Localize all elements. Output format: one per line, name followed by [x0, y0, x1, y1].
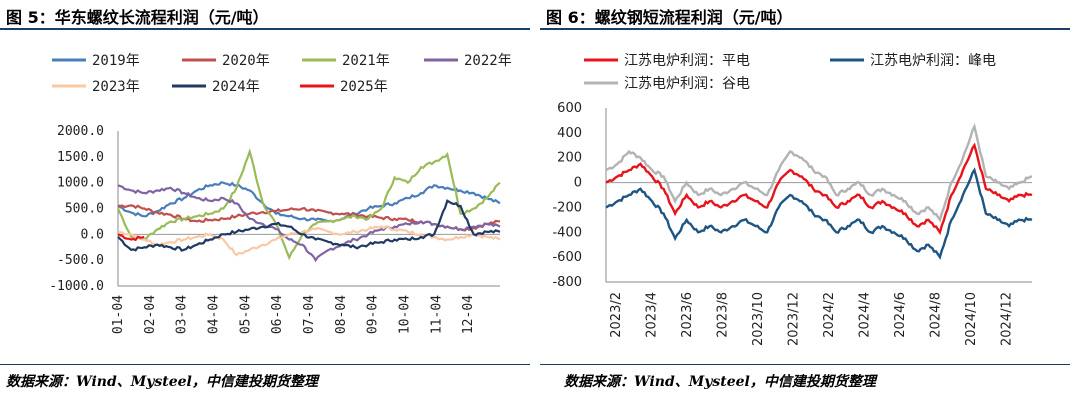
left-chart: 2019年 2020年 2021年 2022年 2023年 2024年 2025年 2000.… [49, 53, 512, 334]
x-tick-label: 2024/10 [964, 292, 979, 346]
x-tick-label: 04-04 [207, 295, 222, 334]
series-line [605, 123, 1033, 223]
x-tick-label: 10-04 [398, 295, 413, 334]
series-line [117, 199, 501, 252]
series-line [605, 142, 1033, 236]
x-tick-label: 2024/2 [822, 292, 837, 338]
x-tick-label: 12-04 [461, 295, 476, 334]
x-tick-label: 08-04 [334, 295, 349, 334]
y-tick-label: 0.0 [81, 227, 104, 242]
x-tick-label: 2024/8 [929, 292, 944, 338]
right-source: 数据来源：Wind、Mysteel，中信建投期货整理 [564, 374, 876, 390]
left-source: 数据来源：Wind、Mysteel，中信建投期货整理 [6, 374, 318, 390]
x-tick-label: 01-04 [111, 295, 126, 334]
legend-label: 2025年 [340, 79, 388, 95]
y-tick-label: -200 [552, 200, 582, 215]
y-tick-label: 1000.0 [57, 176, 104, 191]
legend-label: 江苏电炉利润：平电 [624, 53, 750, 69]
y-tick-label: -800 [552, 275, 582, 290]
x-tick-label: 2023/4 [645, 292, 660, 338]
series-line [117, 181, 501, 224]
x-tick-label: 2024/4 [858, 292, 873, 338]
left-title-rule [0, 28, 530, 30]
y-tick-label: 500.0 [65, 202, 104, 217]
y-tick-label: 400 [557, 126, 582, 141]
legend-label: 2020年 [222, 53, 270, 69]
left-bottom-rule [0, 364, 530, 365]
left-figure-title: 图 5：华东螺纹长流程利润（元/吨） [6, 8, 269, 27]
legend-label: 江苏电炉利润：谷电 [624, 76, 750, 92]
series-line [117, 233, 145, 242]
right-title-rule [540, 28, 1070, 30]
right-panel: 图 6：螺纹钢短流程利润（元/吨） 江苏电炉利润：平电 江苏电炉利润：峰电 江苏电炉… [540, 0, 1080, 401]
x-tick-label: 2024/12 [1000, 292, 1015, 346]
x-tick-label: 05-04 [238, 295, 253, 334]
legend-label: 2021年 [342, 53, 390, 69]
legend-label: 2022年 [464, 53, 512, 69]
x-tick-label: 02-04 [143, 295, 158, 334]
series-line [605, 167, 1033, 260]
x-tick-label: 03-04 [175, 295, 190, 334]
x-tick-label: 2023/6 [680, 292, 695, 338]
legend-label: 2023年 [92, 79, 140, 95]
y-tick-label: 1500.0 [57, 150, 104, 165]
right-figure-title: 图 6：螺纹钢短流程利润（元/吨） [546, 8, 793, 27]
legend-label: 2024年 [212, 79, 260, 95]
y-tick-label: -500.0 [57, 253, 104, 268]
x-tick-label: 11-04 [429, 295, 444, 334]
left-panel: 图 5：华东螺纹长流程利润（元/吨） 2019年 2020年 2021年 2022年 2… [0, 8, 530, 390]
y-tick-label: 600 [557, 101, 582, 116]
right-bottom-rule [540, 364, 1070, 365]
x-tick-label: 2023/2 [609, 292, 624, 338]
y-tick-label: -600 [552, 250, 582, 265]
y-tick-label: 200 [557, 151, 582, 166]
series-line [117, 225, 501, 257]
y-tick-label: 0 [574, 176, 582, 191]
legend-label: 2019年 [92, 53, 140, 69]
x-tick-label: 09-04 [366, 295, 381, 334]
x-tick-label: 2023/8 [716, 292, 731, 338]
y-tick-label: -1000.0 [49, 279, 104, 294]
x-tick-label: 06-04 [270, 295, 285, 334]
x-tick-label: 2024/6 [893, 292, 908, 338]
y-tick-label: -400 [552, 225, 582, 240]
series-line [117, 184, 501, 263]
y-tick-label: 2000.0 [57, 124, 104, 139]
x-tick-label: 2023/12 [787, 292, 802, 346]
x-tick-label: 2023/10 [751, 292, 766, 346]
legend-label: 江苏电炉利润：峰电 [870, 53, 996, 69]
x-tick-label: 07-04 [302, 295, 317, 334]
